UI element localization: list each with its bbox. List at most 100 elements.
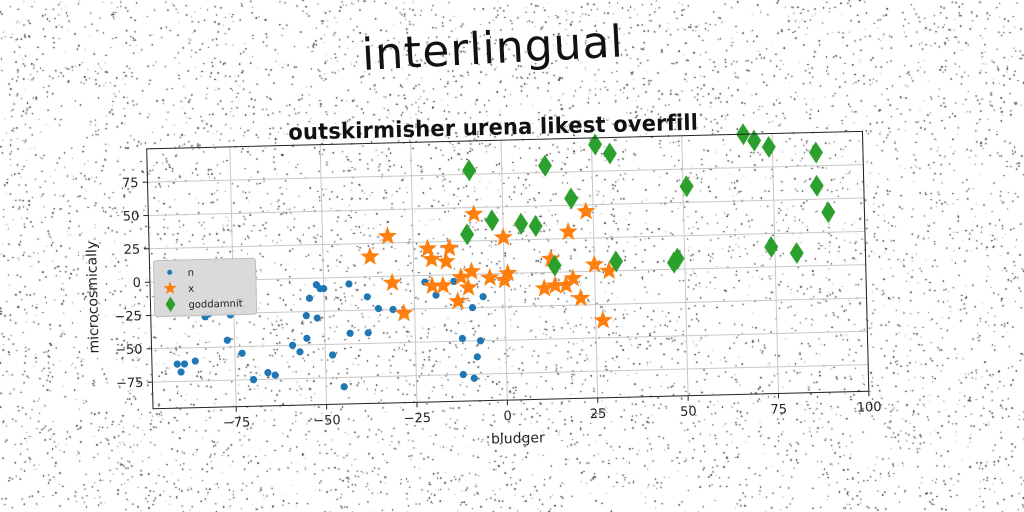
x-tick-label: −25 xyxy=(403,411,431,427)
point-goddamnit xyxy=(602,142,617,165)
y-tick-label: 25 xyxy=(123,243,140,258)
x-tick-label: 50 xyxy=(680,404,697,419)
point-n xyxy=(180,360,189,368)
point-n xyxy=(459,370,467,379)
point-goddamnit xyxy=(485,209,500,232)
point-x xyxy=(433,275,453,294)
point-x xyxy=(576,201,596,220)
legend-marker-x xyxy=(163,281,177,295)
point-x xyxy=(545,275,565,294)
point-goddamnit xyxy=(462,159,477,182)
point-goddamnit xyxy=(809,174,824,197)
point-n xyxy=(303,334,311,342)
point-goddamnit xyxy=(789,241,804,264)
point-n xyxy=(476,337,485,345)
point-goddamnit xyxy=(588,133,603,156)
point-goddamnit xyxy=(460,223,475,246)
x-gridline xyxy=(681,135,689,396)
point-n xyxy=(374,304,383,313)
y-tick-label: 0 xyxy=(133,276,142,291)
x-gridline xyxy=(319,144,328,405)
point-n xyxy=(173,360,181,368)
point-goddamnit xyxy=(528,215,543,238)
point-n xyxy=(345,280,353,288)
point-x xyxy=(563,268,583,287)
point-goddamnit xyxy=(564,187,579,210)
point-x xyxy=(464,204,484,223)
point-n xyxy=(191,357,199,365)
point-goddamnit xyxy=(761,135,776,158)
point-n xyxy=(340,383,348,391)
point-n xyxy=(450,277,458,285)
point-n xyxy=(389,305,397,314)
point-x xyxy=(599,260,619,280)
point-x xyxy=(451,267,471,286)
point-n xyxy=(302,312,310,320)
point-n xyxy=(479,293,487,301)
point-n xyxy=(320,284,328,293)
point-x xyxy=(558,221,578,241)
point-x xyxy=(458,277,478,296)
point-goddamnit xyxy=(547,254,562,277)
point-x xyxy=(480,267,500,287)
point-x xyxy=(418,238,438,257)
point-goddamnit xyxy=(764,235,779,258)
y-gridline xyxy=(151,330,868,350)
y-gridline xyxy=(148,197,865,216)
point-n xyxy=(473,353,481,361)
data-marks xyxy=(173,123,836,391)
point-goddamnit xyxy=(821,201,836,224)
x-gridline xyxy=(410,142,418,403)
y-gridline xyxy=(152,364,869,383)
point-goddamnit xyxy=(514,212,529,235)
point-n xyxy=(364,329,372,337)
point-x xyxy=(571,288,591,307)
point-x xyxy=(448,291,468,310)
point-x xyxy=(436,251,456,270)
point-x xyxy=(498,263,518,282)
point-goddamnit xyxy=(808,141,823,164)
point-x xyxy=(422,275,442,295)
legend-label: goddamnit xyxy=(188,299,242,311)
x-tick-label: 100 xyxy=(857,400,882,416)
point-x xyxy=(377,226,397,245)
point-x xyxy=(493,227,513,246)
legend-label: x xyxy=(188,284,194,295)
point-x xyxy=(439,238,459,257)
chart-title: outskirmisher urena likest overfill xyxy=(288,110,698,146)
point-n xyxy=(296,348,304,356)
point-x xyxy=(584,254,604,273)
y-tick-label: −25 xyxy=(114,309,142,325)
x-tick-label: 25 xyxy=(590,407,607,422)
point-x xyxy=(394,303,414,322)
x-axis-label: bludger xyxy=(491,430,545,447)
point-n xyxy=(458,334,467,343)
point-goddamnit xyxy=(670,247,685,270)
legend-label: n xyxy=(188,268,195,279)
point-n xyxy=(346,329,354,337)
point-n xyxy=(305,294,314,302)
point-x xyxy=(593,310,613,329)
point-n xyxy=(250,376,258,384)
point-n xyxy=(363,293,371,301)
point-n xyxy=(238,349,246,357)
y-axis-label: microcosmically xyxy=(84,241,103,354)
legend-marker-n xyxy=(167,269,173,275)
point-x xyxy=(462,261,482,280)
point-n xyxy=(223,336,231,344)
point-n xyxy=(264,369,272,377)
point-goddamnit xyxy=(537,154,552,177)
y-tick-label: −50 xyxy=(115,342,143,358)
point-n xyxy=(313,314,321,322)
point-n xyxy=(328,351,337,359)
point-n xyxy=(288,341,297,349)
point-x xyxy=(421,249,441,268)
x-tick-label: 0 xyxy=(503,409,512,424)
x-tick-label: −75 xyxy=(223,415,251,431)
point-n xyxy=(271,371,279,379)
legend: nx goddamnit xyxy=(152,257,258,318)
legend-box xyxy=(152,257,258,318)
